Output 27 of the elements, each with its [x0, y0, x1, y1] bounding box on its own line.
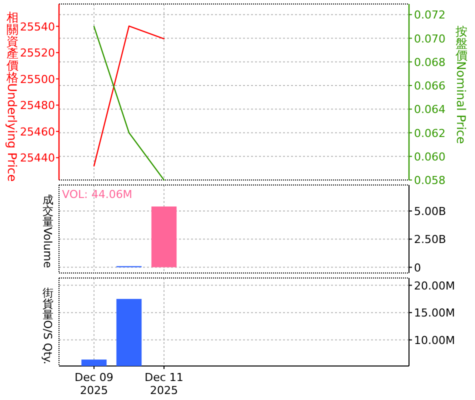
- y2-tick-label: 0.068: [414, 56, 446, 69]
- y-tick-label: 20.00M: [414, 279, 455, 292]
- y2-axis-title: 按盤價Nominal Price: [454, 24, 468, 144]
- y2-tick-label: 0.062: [414, 126, 446, 140]
- y2-tick-label: 0.064: [414, 103, 446, 116]
- y-tick-label: 25480: [20, 99, 55, 112]
- y-tick-label: 0: [414, 261, 421, 274]
- x-tick-label: Dec 11 2025: [144, 371, 184, 397]
- y-tick-label: 2.50B: [414, 233, 446, 246]
- y-tick-label: 25520: [20, 46, 55, 60]
- y2-tick-label: 0.060: [414, 150, 446, 164]
- y2-tick-label: 0.058: [414, 174, 446, 187]
- y-axis-title: 相關資產價格Underlying Price: [5, 10, 19, 182]
- y-tick-label: 25460: [20, 125, 55, 138]
- y-tick-label: 10.00M: [414, 334, 455, 347]
- x-tick-label: Dec 09 2025: [74, 371, 114, 397]
- annotation: VOL: 44.06M: [62, 188, 132, 201]
- y-tick-label: 15.00M: [414, 306, 455, 320]
- y-tick-label: 25500: [20, 72, 55, 86]
- y2-tick-label: 0.070: [414, 32, 446, 46]
- y-tick-label: 25440: [20, 152, 55, 165]
- y-tick-label: 25540: [20, 20, 55, 34]
- y2-tick-label: 0.072: [414, 8, 446, 22]
- y-axis-title: 街貨量O/S Qty.: [41, 286, 54, 364]
- y-tick-label: 5.00B: [414, 204, 446, 218]
- y-axis-title: 成交量Volume: [41, 193, 54, 268]
- y2-tick-label: 0.066: [414, 80, 446, 93]
